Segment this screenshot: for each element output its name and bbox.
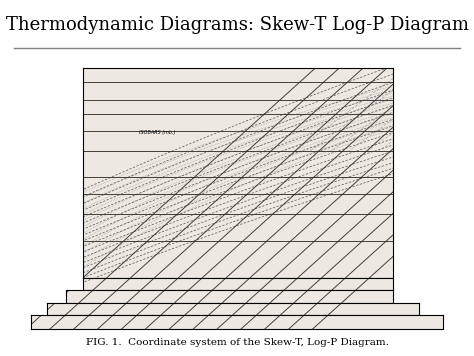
Text: FIG. 1.  Coordinate system of the Skew-T, Log-P Diagram.: FIG. 1. Coordinate system of the Skew-T,…: [86, 338, 388, 347]
Text: Thermodynamic Diagrams: Skew-T Log-P Diagram: Thermodynamic Diagrams: Skew-T Log-P Dia…: [6, 16, 468, 34]
Text: ISOBARS (mb.): ISOBARS (mb.): [139, 130, 175, 136]
